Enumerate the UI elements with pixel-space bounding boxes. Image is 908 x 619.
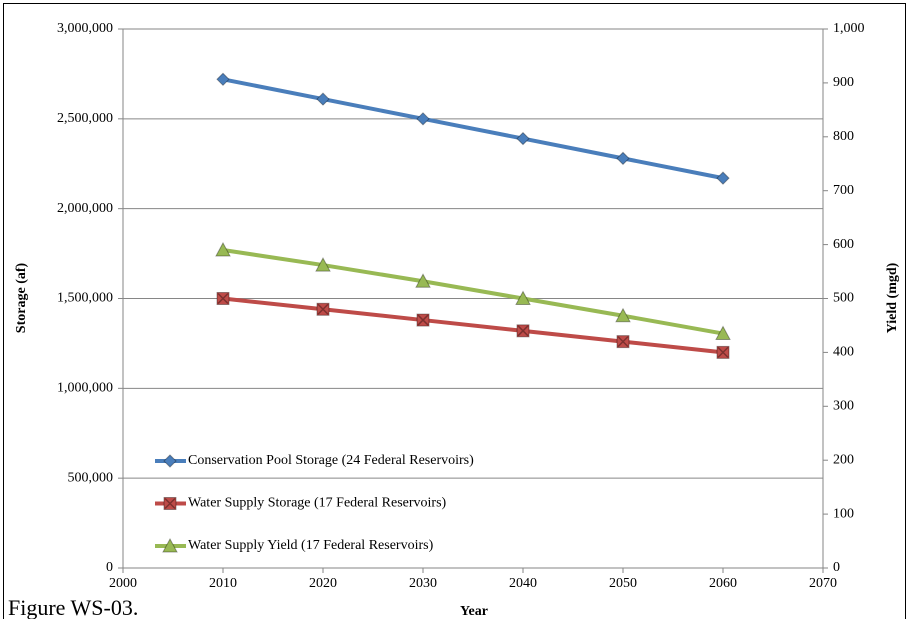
series-line (222, 296, 724, 355)
y-tick-label: 500,000 (68, 470, 114, 485)
marker (216, 292, 230, 305)
y2-axis-title: Yield (mgd) (885, 262, 900, 333)
marker (216, 72, 230, 87)
marker (162, 537, 178, 553)
y-tick-label: 1,500,000 (57, 291, 113, 306)
marker (516, 324, 530, 338)
marker (715, 325, 731, 341)
marker (415, 273, 431, 288)
x-tick-label: 2000 (109, 576, 137, 591)
x-tick-label: 2040 (509, 576, 537, 591)
marker (616, 335, 630, 349)
y2-tick-label: 500 (833, 291, 854, 306)
legend-label: Water Supply Storage (17 Federal Reservo… (188, 496, 447, 511)
marker (416, 112, 430, 126)
series-line (222, 77, 724, 181)
x-tick-label: 2060 (709, 576, 737, 591)
legend-label: Conservation Pool Storage (24 Federal Re… (188, 453, 474, 468)
y2-tick-label: 300 (833, 399, 854, 414)
marker (515, 290, 531, 305)
legend-label: Water Supply Yield (17 Federal Reservoir… (188, 538, 434, 553)
marker (716, 345, 730, 359)
y2-tick-label: 900 (833, 75, 854, 90)
marker (215, 241, 231, 257)
y2-tick-label: 400 (833, 345, 854, 360)
x-tick-label: 2010 (209, 576, 237, 591)
marker (315, 257, 331, 272)
marker (163, 454, 177, 468)
y2-tick-label: 100 (833, 506, 854, 521)
y-tick-label: 0 (106, 560, 113, 575)
marker (416, 313, 430, 327)
y-tick-label: 3,000,000 (57, 21, 113, 36)
y-tick-label: 2,500,000 (57, 111, 113, 126)
marker (716, 171, 730, 185)
y2-tick-label: 800 (833, 129, 854, 144)
marker (616, 151, 630, 166)
chart-frame (3, 3, 906, 619)
y2-tick-label: 600 (833, 237, 854, 252)
x-tick-label: 2030 (409, 576, 437, 591)
figure-caption: Figure WS-03. (8, 595, 138, 619)
y-tick-label: 1,000,000 (57, 381, 113, 396)
y2-tick-label: 0 (833, 560, 840, 575)
y2-tick-label: 700 (833, 183, 854, 198)
marker (316, 302, 330, 316)
x-tick-label: 2070 (809, 576, 837, 591)
x-tick-label: 2050 (609, 576, 637, 591)
marker (316, 92, 330, 106)
marker (615, 307, 631, 323)
y2-tick-label: 1,000 (833, 21, 865, 36)
marker (163, 497, 177, 510)
y-tick-label: 2,000,000 (57, 201, 113, 216)
y-axis-title: Storage (af) (14, 262, 29, 333)
x-axis-title: Year (460, 604, 488, 619)
x-tick-label: 2020 (309, 576, 337, 591)
y2-tick-label: 200 (833, 452, 854, 467)
marker (516, 131, 530, 146)
series-line (222, 248, 724, 336)
